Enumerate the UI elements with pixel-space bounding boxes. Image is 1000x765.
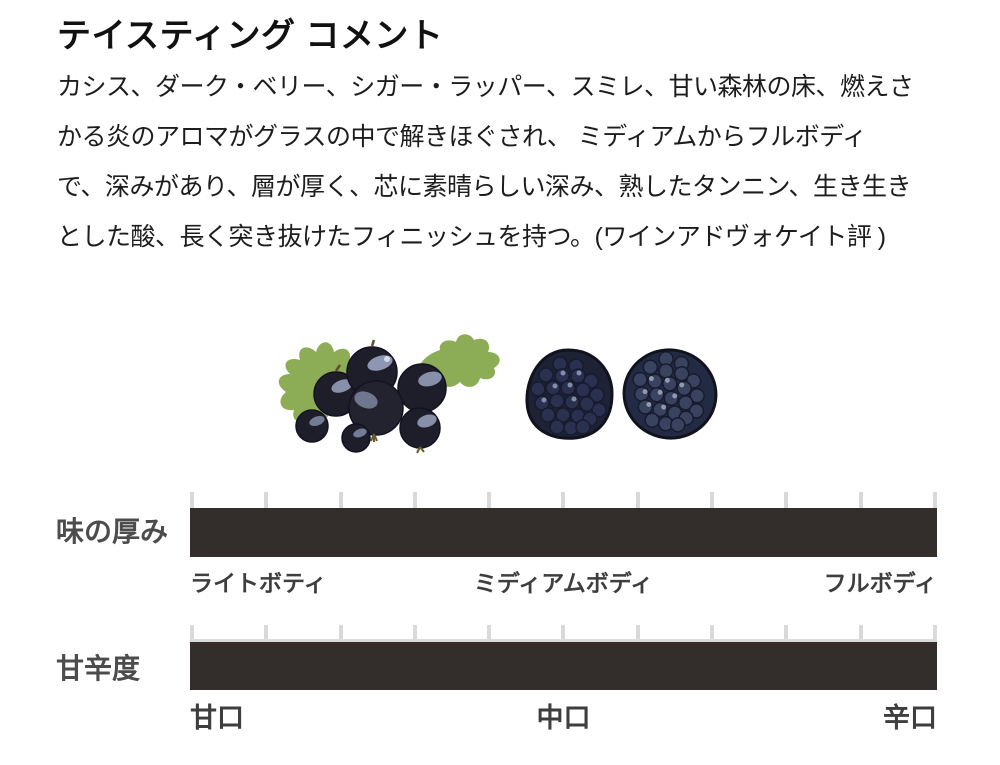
sweetness-scale-title: 甘辛度 [56, 653, 141, 684]
blackberry-left [525, 348, 614, 440]
sweetness-scale-track [190, 639, 937, 642]
body-scale-ticks [190, 492, 937, 508]
tasting-description: カシス、ダーク・ベリー、シガー・ラッパー、スミレ、甘い森林の床、燃えさ かる炎の… [57, 62, 914, 262]
sweetness-scale-labels: 甘口 中口 辛口 [190, 696, 937, 733]
sweetness-scale-bar [190, 642, 937, 690]
page-title: テイスティング コメント [57, 17, 444, 55]
sweetness-scale-label-sweet: 甘口 [190, 703, 244, 733]
blackberry-right [622, 348, 718, 440]
sweetness-scale-label-dry: 辛口 [883, 703, 937, 733]
tasting-description-line: カシス、ダーク・ベリー、シガー・ラッパー、スミレ、甘い森林の床、燃えさ [57, 73, 914, 101]
body-scale-bar [190, 508, 937, 557]
currant-berries [295, 339, 447, 454]
blackberry-illustration [525, 348, 718, 440]
cassis-illustration [278, 334, 500, 454]
body-scale-labels: ライトボティ ミディアムボディ フルボディ [190, 564, 937, 596]
tasting-description-line: で、深みがあり、層が厚く、芯に素晴らしい深み、熟したタンニン、生き生き [57, 173, 912, 201]
tasting-description-line: とした酸、長く突き抜けたフィニッシュを持つ。(ワインアドヴォケイト評 ) [57, 223, 886, 251]
tasting-description-line: かる炎のアロマがグラスの中で解きほぐされ、 ミディアムからフルボディ [57, 123, 867, 151]
body-scale-label-medium: ミディアムボディ [473, 570, 654, 596]
body-scale-label-light: ライトボティ [190, 570, 327, 596]
sweetness-scale-ticks [190, 625, 937, 641]
body-scale-label-full: フルボディ [823, 570, 937, 596]
body-scale-title: 味の厚み [56, 516, 169, 547]
sweetness-scale-label-medium: 中口 [536, 703, 591, 733]
